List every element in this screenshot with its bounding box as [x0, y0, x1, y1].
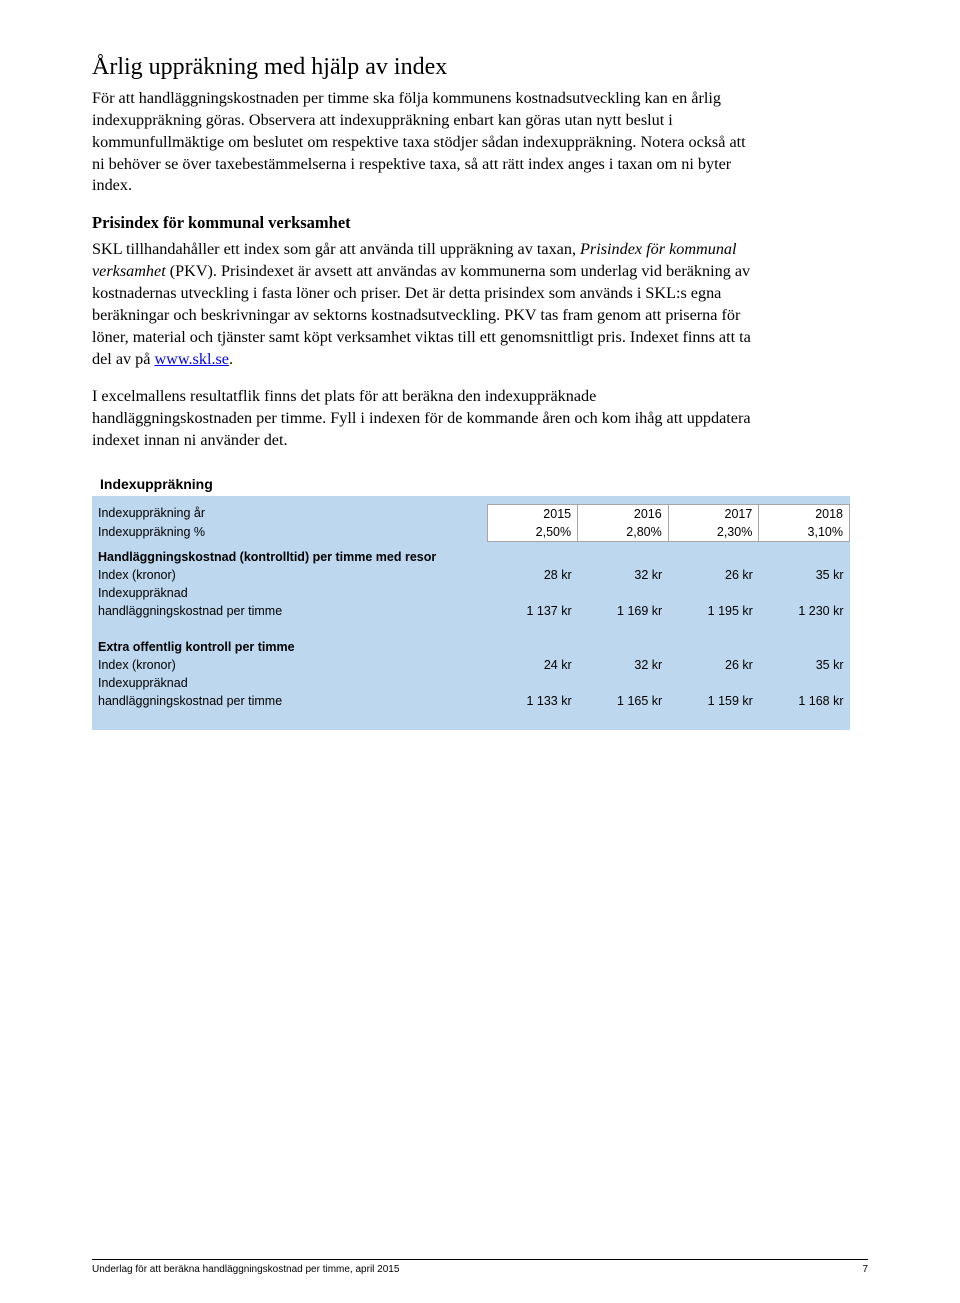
cell: 3,10%: [759, 523, 850, 542]
table-row: handläggningskostnad per timme 1 133 kr …: [92, 692, 850, 722]
row-label: handläggningskostnad per timme: [92, 692, 487, 722]
cell: 1 230 kr: [759, 602, 850, 632]
table-title: Indexuppräkning: [92, 470, 850, 496]
cell: 1 133 kr: [487, 692, 578, 722]
p2-run-a: SKL tillhandahåller ett index som går at…: [92, 240, 580, 258]
paragraph-2: SKL tillhandahåller ett index som går at…: [92, 239, 760, 370]
cell: 1 137 kr: [487, 602, 578, 632]
cell: 2017: [668, 504, 759, 523]
cell: 2,80%: [578, 523, 669, 542]
page-number: 7: [862, 1264, 868, 1275]
table-row: Index (kronor) 28 kr 32 kr 26 kr 35 kr: [92, 566, 850, 584]
skl-link[interactable]: www.skl.se: [154, 350, 229, 368]
paragraph-3: I excelmallens resultatflik finns det pl…: [92, 386, 760, 452]
row-label: handläggningskostnad per timme: [92, 602, 487, 632]
page-footer: Underlag för att beräkna handläggningsko…: [92, 1259, 868, 1275]
table-row: Indexuppräknad: [92, 584, 850, 602]
cell: 32 kr: [578, 566, 669, 584]
table-row: handläggningskostnad per timme 1 137 kr …: [92, 602, 850, 632]
table-row: Indexuppräknad: [92, 674, 850, 692]
row-label: Index (kronor): [92, 566, 487, 584]
cell: 2015: [487, 504, 578, 523]
paragraph-1: För att handläggningskostnaden per timme…: [92, 88, 760, 197]
row-label: Indexuppräkning %: [92, 523, 487, 542]
row-label: Indexuppräkning år: [92, 504, 487, 523]
table-row: Index (kronor) 24 kr 32 kr 26 kr 35 kr: [92, 656, 850, 674]
table-row: Indexuppräkning % 2,50% 2,80% 2,30% 3,10…: [92, 523, 850, 542]
cell: 1 195 kr: [668, 602, 759, 632]
cell: 1 165 kr: [578, 692, 669, 722]
cell: 1 169 kr: [578, 602, 669, 632]
cell: 26 kr: [668, 566, 759, 584]
cell: 35 kr: [759, 566, 850, 584]
cell: 1 168 kr: [759, 692, 850, 722]
cell: 32 kr: [578, 656, 669, 674]
section-heading: Extra offentlig kontroll per timme: [92, 632, 850, 656]
cell: 2,30%: [668, 523, 759, 542]
excel-table: Indexuppräkning Indexuppräkning år 2015 …: [92, 470, 850, 730]
cell: 2016: [578, 504, 669, 523]
row-label: Indexuppräknad: [92, 674, 487, 692]
row-label: Indexuppräknad: [92, 584, 487, 602]
cell: 24 kr: [487, 656, 578, 674]
section-heading: Handläggningskostnad (kontrolltid) per t…: [92, 541, 850, 566]
p2-run-d: .: [229, 350, 233, 368]
cell: 35 kr: [759, 656, 850, 674]
row-label: Index (kronor): [92, 656, 487, 674]
subheading: Prisindex för kommunal verksamhet: [92, 213, 760, 233]
cell: 1 159 kr: [668, 692, 759, 722]
cell: 28 kr: [487, 566, 578, 584]
table-row: Indexuppräkning år 2015 2016 2017 2018: [92, 504, 850, 523]
cell: 26 kr: [668, 656, 759, 674]
page-heading: Årlig uppräkning med hjälp av index: [92, 52, 760, 82]
cell: 2018: [759, 504, 850, 523]
cell: 2,50%: [487, 523, 578, 542]
footer-text: Underlag för att beräkna handläggningsko…: [92, 1264, 399, 1275]
